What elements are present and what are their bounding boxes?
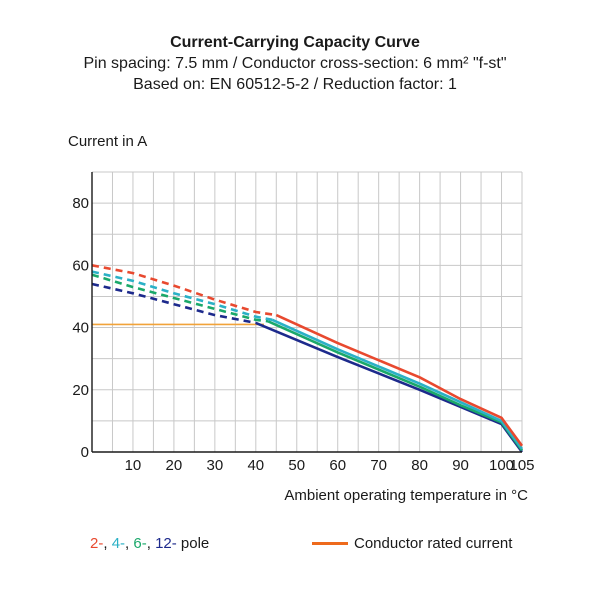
- series-2-pole-dashed: [91, 264, 277, 317]
- series-lines: [91, 264, 524, 453]
- legend-pole-4: 4-: [111, 535, 126, 552]
- x-tick-label: 80: [411, 457, 428, 474]
- series-4-pole-solid: [271, 318, 524, 450]
- legend-rated-label: Conductor rated current: [354, 535, 513, 552]
- x-tick-label: 50: [288, 457, 305, 474]
- x-tick-label: 10: [125, 457, 142, 474]
- legend-pole-2: 2-: [90, 535, 104, 552]
- x-tick-label: 105: [509, 457, 534, 474]
- chart-title-block: Current-Carrying Capacity Curve Pin spac…: [0, 32, 590, 95]
- y-tick-label: 40: [72, 320, 89, 337]
- y-tick-label: 20: [72, 382, 89, 399]
- x-tick-label: 30: [207, 457, 224, 474]
- series-4-pole-dashed: [91, 270, 273, 322]
- x-tick-label: 60: [329, 457, 346, 474]
- legend-pole-6: 6-: [133, 535, 147, 552]
- x-tick-label: 70: [370, 457, 387, 474]
- y-tick-label: 80: [72, 195, 89, 212]
- legend-poles: 2-, 4-, 6-, 12- pole: [90, 535, 210, 552]
- series-12-pole-solid: [255, 321, 524, 453]
- x-tick-label: 20: [166, 457, 183, 474]
- legend-rated-swatch: [312, 542, 348, 545]
- y-axis-label: Current in A: [68, 133, 148, 150]
- series-2-pole-solid: [275, 313, 524, 447]
- legend-pole-suffix: pole: [176, 535, 210, 552]
- series-12-pole-dashed: [91, 282, 257, 325]
- series-6-pole-dashed: [91, 273, 269, 323]
- legend-pole-12: 12-: [155, 535, 177, 552]
- chart-subtitle-2: Based on: EN 60512-5-2 / Reduction facto…: [133, 76, 457, 93]
- chart-subtitle-1: Pin spacing: 7.5 mm / Conductor cross-se…: [83, 55, 507, 72]
- series-6-pole-solid: [267, 320, 524, 452]
- y-tick-label: 0: [81, 444, 89, 461]
- grid: [91, 171, 523, 452]
- axes: [91, 172, 522, 453]
- y-tick-label: 60: [72, 257, 89, 274]
- x-tick-label: 40: [247, 457, 264, 474]
- chart-title: Current-Carrying Capacity Curve: [170, 34, 420, 51]
- x-tick-label: 100: [489, 457, 514, 474]
- x-axis-label: Ambient operating temperature in °C: [284, 487, 528, 504]
- x-tick-label: 90: [452, 457, 469, 474]
- legend-rated: Conductor rated current: [312, 535, 512, 552]
